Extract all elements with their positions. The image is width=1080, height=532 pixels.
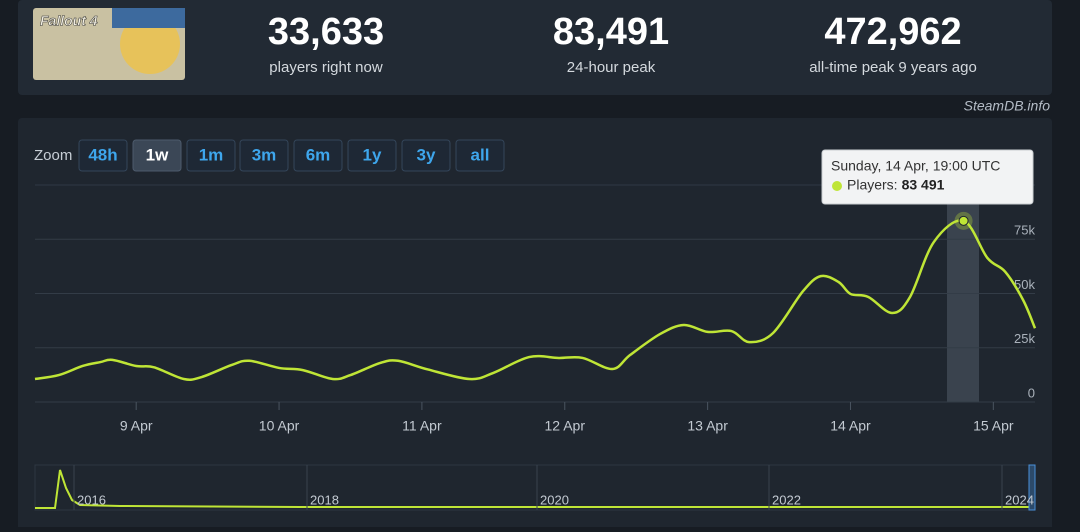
game-logo: Fallout 4 [40, 13, 98, 29]
hover-band [947, 203, 979, 402]
stat-label: 24-hour peak [567, 59, 656, 76]
zoom-button-label: 48h [88, 145, 117, 164]
navigator-label: 2020 [540, 492, 569, 507]
stat-label: players right now [269, 59, 383, 76]
zoom-button-label: all [471, 145, 490, 164]
stat-value: 83,491 [553, 11, 669, 53]
navigator-label: 2018 [310, 492, 339, 507]
zoom-button[interactable] [132, 139, 182, 172]
stat-value: 472,962 [824, 11, 961, 53]
series-line [34, 219, 1037, 381]
tooltip-swatch [832, 181, 842, 191]
x-tick-label: 13 Apr [687, 418, 728, 434]
zoom-button-label: 3y [417, 145, 436, 164]
navigator-label: 2024 [1005, 492, 1034, 507]
zoom-button[interactable] [455, 139, 505, 172]
stat-value: 33,633 [268, 11, 384, 53]
stat-label: all-time peak 9 years ago [809, 59, 977, 76]
source: SteamDB.info [964, 98, 1051, 114]
zoom-button[interactable] [186, 139, 236, 172]
navigator-handle[interactable] [1028, 464, 1036, 511]
tooltip-title: Sunday, 14 Apr, 19:00 UTC [831, 158, 1000, 174]
y-tick-label: 75k [1014, 223, 1035, 238]
y-tick-label: 25k [1014, 331, 1035, 346]
hover-point [958, 215, 969, 226]
navigator-label: 2022 [772, 492, 801, 507]
y-tick-label: 0 [1028, 385, 1035, 400]
navigator-line [35, 469, 1030, 509]
zoom-button[interactable] [239, 139, 289, 172]
zoom-label: Zoom [34, 147, 72, 164]
x-tick-label: 10 Apr [259, 418, 300, 434]
zoom-button-label: 1w [146, 145, 169, 164]
tooltip-series: Players: [847, 177, 898, 193]
chart-panel [18, 118, 1052, 532]
zoom-button-label: 1y [363, 145, 382, 164]
navigator [34, 464, 1036, 511]
navigator-label: 2016 [77, 492, 106, 507]
zoom-button-label: 1m [199, 145, 224, 164]
x-tick-label: 9 Apr [120, 418, 153, 434]
image-hair [112, 8, 185, 28]
x-tick-label: 15 Apr [973, 418, 1014, 434]
zoom-button[interactable] [347, 139, 397, 172]
image-face [120, 14, 180, 74]
zoom-button-label: 6m [306, 145, 331, 164]
tooltip [821, 149, 1034, 205]
zoom-button[interactable] [293, 139, 343, 172]
x-tick-label: 12 Apr [545, 418, 586, 434]
x-tick-label: 14 Apr [830, 418, 871, 434]
header-panel [18, 0, 1052, 95]
tooltip-value: 83 491 [902, 177, 945, 193]
zoom-button[interactable] [401, 139, 451, 172]
zoom-button[interactable] [78, 139, 128, 172]
zoom-button-label: 3m [252, 145, 277, 164]
x-tick-label: 11 Apr [402, 418, 442, 434]
y-tick-label: 50k [1014, 277, 1035, 292]
